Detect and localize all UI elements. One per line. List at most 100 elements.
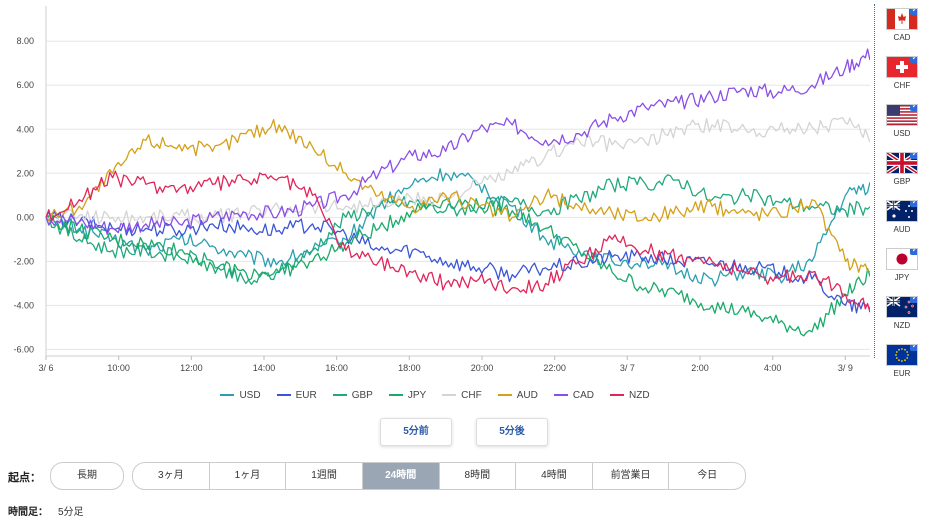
checkbox-icon[interactable]: ✓ [910, 249, 917, 255]
range-button[interactable]: 3ヶ月 [158, 470, 184, 481]
checkbox-icon[interactable]: ✓ [910, 57, 917, 63]
flag-label: AUD [893, 225, 911, 234]
checkbox-icon[interactable]: ✓ [910, 153, 917, 159]
flag-toggle-jpy[interactable]: ✓ JPY [885, 248, 919, 282]
flag-toggle-chf[interactable]: ✓ CHF [885, 56, 919, 90]
legend-item-jpy[interactable]: JPY [388, 389, 427, 401]
flag-toggle-aud[interactable]: ✓ AUD [885, 200, 919, 234]
x-axis-ticks: 3/ 6 10:00 12:00 14:00 16:00 18:00 20:00 22:00 3… [38, 356, 853, 373]
y-tick-label: 4.00 [16, 124, 34, 134]
series-line-cad [45, 48, 870, 235]
legend-swatch [332, 394, 347, 396]
checkbox-icon[interactable]: ✓ [910, 345, 917, 351]
legend-item-aud[interactable]: AUD [497, 389, 538, 401]
range-button[interactable]: 24時間 [361, 463, 439, 489]
x-tick-label: 14:00 [253, 363, 276, 373]
currency-strength-chart: 8.00 6.00 4.00 2.00 0.00 -2.00 -4.00 -6.00 3/ 6… [13, 6, 870, 373]
legend-label: CHF [461, 389, 482, 401]
japan-flag-icon: ✓ [886, 248, 918, 270]
x-tick-label: 3/ 6 [38, 363, 53, 373]
range-button[interactable]: 4時間 [515, 463, 592, 489]
legend-label: EUR [295, 389, 317, 401]
flag-label: JPY [894, 273, 910, 282]
legend-label: JPY [407, 389, 427, 401]
legend-label: CAD [572, 389, 594, 401]
australia-flag-icon: ✓ [886, 200, 918, 222]
legend-item-cad[interactable]: CAD [553, 389, 594, 401]
flag-toggle-gbp[interactable]: ✓ GBP [885, 152, 919, 186]
range-button[interactable]: 今日 [668, 463, 745, 489]
uk-flag-icon: ✓ [886, 152, 918, 174]
flag-label: GBP [893, 177, 911, 186]
legend-item-gbp[interactable]: GBP [332, 389, 373, 401]
series-line-chf [45, 116, 870, 226]
legend-swatch [497, 394, 512, 396]
x-tick-label: 18:00 [398, 363, 421, 373]
x-tick-label: 4:00 [764, 363, 782, 373]
legend-item-usd[interactable]: USD [220, 389, 261, 401]
range-button[interactable]: 前営業日 [591, 463, 669, 489]
new-zealand-flag-icon: ✓ [886, 296, 918, 318]
y-tick-label: -4.00 [13, 300, 34, 310]
flag-toggle-cad[interactable]: ✓ CAD [885, 8, 919, 42]
switzerland-flag-icon: ✓ [886, 56, 918, 78]
series-line-jpy [45, 197, 870, 337]
x-tick-label: 10:00 [107, 363, 130, 373]
long-term-button[interactable]: 長期 [50, 462, 124, 490]
legend-label: GBP [351, 389, 373, 401]
eu-flag-icon: ✓ [886, 344, 918, 366]
legend-item-eur[interactable]: EUR [276, 389, 317, 401]
flag-label: NZD [893, 321, 911, 330]
y-tick-label: -6.00 [13, 344, 34, 354]
series-line-eur [45, 210, 870, 314]
legend-swatch [220, 394, 235, 396]
range-button[interactable]: 8時間 [438, 463, 516, 489]
range-button[interactable]: 1ヶ月 [208, 463, 286, 489]
legend-item-chf[interactable]: CHF [442, 390, 482, 401]
checkbox-icon[interactable]: ✓ [910, 9, 917, 15]
chart-legend: USD EUR GBP JPY CHF AUD CAD NZD [0, 388, 870, 401]
checkbox-icon[interactable]: ✓ [910, 201, 917, 207]
y-axis-ticks: 8.00 6.00 4.00 2.00 0.00 -2.00 -4.00 -6.00 [13, 36, 34, 354]
y-tick-label: 6.00 [16, 80, 34, 90]
next-5min-button[interactable]: 5分後 [476, 418, 548, 446]
flag-toggle-usd[interactable]: ✓ USD [885, 104, 919, 138]
y-tick-label: -2.00 [13, 256, 34, 266]
period-value: 5分足 [58, 507, 84, 518]
checkbox-icon[interactable]: ✓ [910, 297, 917, 303]
series-line-aud [45, 118, 870, 273]
canada-flag-icon: ✓ [886, 8, 918, 30]
x-tick-label: 12:00 [180, 363, 203, 373]
x-tick-label: 3/ 7 [620, 363, 635, 373]
legend-label: NZD [628, 389, 650, 401]
series-lines [45, 48, 870, 337]
series-line-nzd [45, 170, 870, 313]
x-tick-label: 22:00 [543, 363, 566, 373]
flag-label: EUR [893, 369, 911, 378]
origin-label: 起点： [8, 472, 41, 484]
legend-label: USD [239, 389, 261, 401]
legend-swatch [609, 394, 624, 396]
x-tick-label: 2:00 [691, 363, 709, 373]
legend-swatch [553, 394, 568, 396]
flag-label: USD [893, 129, 911, 138]
period-label: 時間足： [8, 507, 48, 518]
legend-swatch [388, 394, 403, 396]
flag-toggle-eur[interactable]: ✓ EUR [885, 344, 919, 378]
x-tick-label: 3/ 9 [838, 363, 853, 373]
y-tick-label: 2.00 [16, 168, 34, 178]
usa-flag-icon: ✓ [886, 104, 918, 126]
range-selector: 3ヶ月 1ヶ月 1週間 24時間 8時間 4時間 前営業日 今日 [132, 462, 746, 490]
legend-swatch [442, 394, 457, 396]
legend-label: AUD [516, 389, 538, 401]
y-tick-label: 0.00 [16, 212, 34, 222]
range-button[interactable]: 1週間 [285, 463, 362, 489]
x-tick-label: 20:00 [471, 363, 494, 373]
checkbox-icon[interactable]: ✓ [910, 105, 917, 111]
x-tick-label: 16:00 [325, 363, 348, 373]
prev-5min-button[interactable]: 5分前 [380, 418, 452, 446]
currency-flag-panel: ✓ CAD ✓ CHF ✓ USD ✓ GBP ✓ AUD ✓ JPY ✓ NZD ✓ EUR [874, 4, 927, 378]
flag-label: CAD [893, 33, 911, 42]
flag-toggle-nzd[interactable]: ✓ NZD [885, 296, 919, 330]
legend-item-nzd[interactable]: NZD [609, 389, 650, 401]
